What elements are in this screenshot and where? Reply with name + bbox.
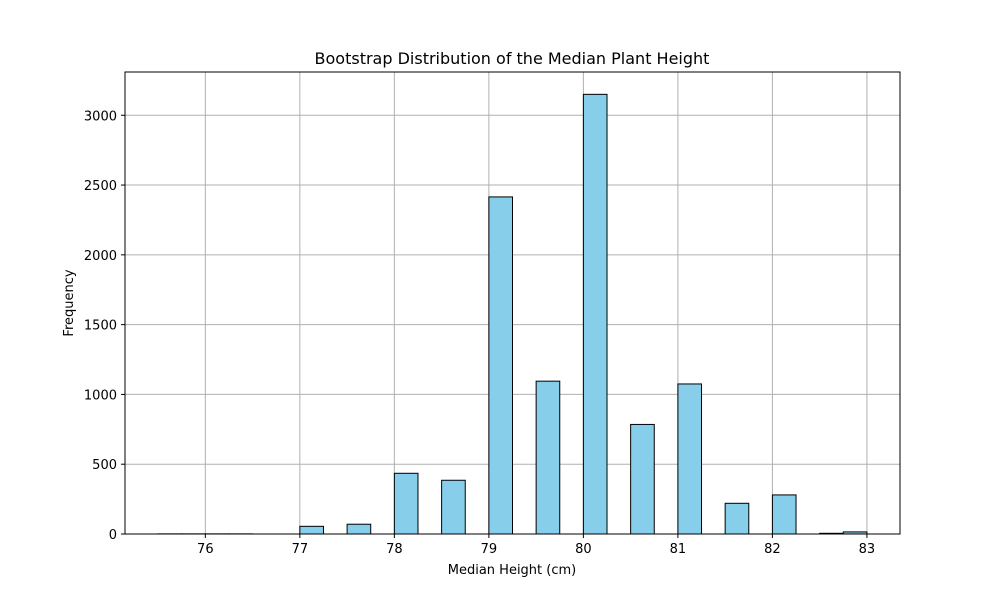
histogram-bar [535,380,561,535]
y-tick-label: 3000 [84,109,117,124]
histogram-bar [724,502,750,535]
y-tick-label: 2000 [84,249,117,264]
x-tick-label: 76 [197,542,214,557]
histogram-bar [488,196,513,535]
plot-frame [124,71,901,535]
y-tick-label: 2500 [84,179,117,194]
histogram-bar [393,472,419,535]
x-tick-label: 82 [764,542,781,557]
histogram-bar [299,525,324,535]
x-tick-label: 78 [386,542,403,557]
histogram-bar [582,93,608,535]
histogram-bar [441,479,466,535]
x-tick-label: 83 [859,542,876,557]
x-tick-label: 77 [292,542,309,557]
histogram-bar [630,423,655,535]
y-tick-label: 1000 [84,388,117,403]
y-tick-label: 1500 [84,319,117,334]
histogram-bars [157,93,868,535]
y-tick-label: 0 [109,528,117,543]
histogram-bar [771,494,797,535]
y-tick-label: 500 [92,458,117,473]
x-tick-label: 81 [670,542,687,557]
chart-title: Bootstrap Distribution of the Median Pla… [315,49,710,68]
x-tick-label: 80 [575,542,592,557]
histogram-bar [677,383,703,535]
x-tick-label: 79 [481,542,498,557]
axis-ticks: 76 77 78 79 80 81 82 83 0 500 1000 1500 2000 2500 3000 [84,109,875,557]
y-axis-label: Frequency [62,269,77,336]
histogram-bar [346,523,372,535]
x-axis-label: Median Height (cm) [448,563,576,578]
